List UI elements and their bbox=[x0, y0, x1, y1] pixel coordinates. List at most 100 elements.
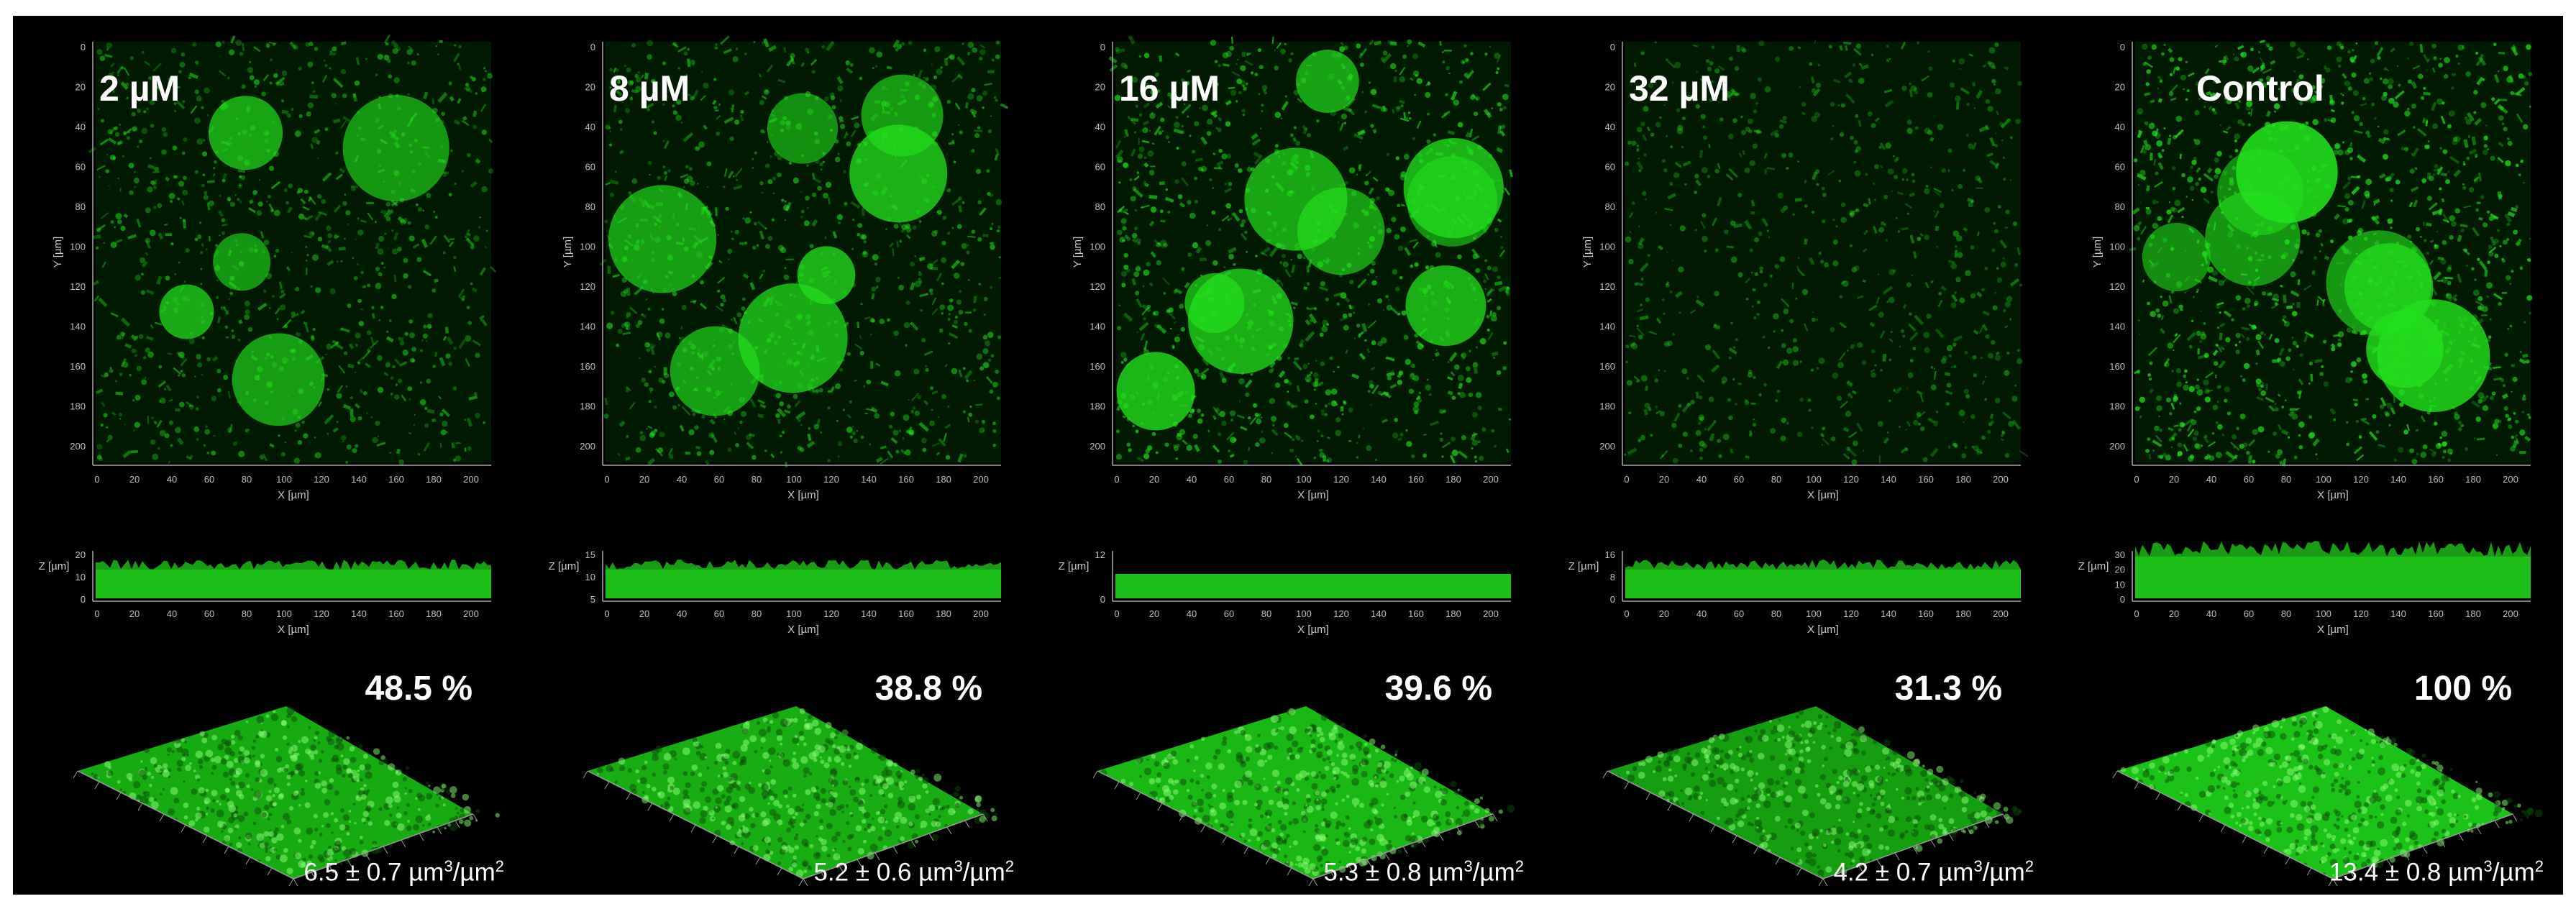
xz-tick-label: 160 bbox=[388, 608, 404, 619]
panel-graphics: 0020204040606080801001001201201401401601… bbox=[549, 35, 1009, 887]
xz-tick-label: 40 bbox=[677, 608, 687, 619]
y-axis-label: Y [µm] bbox=[1072, 237, 1084, 268]
xz-x-axis-label: X [µm] bbox=[787, 623, 819, 636]
xz-tick-label: 0 bbox=[1114, 608, 1119, 619]
xz-x-axis-label: X [µm] bbox=[2317, 623, 2349, 636]
x-axis-label: X [µm] bbox=[2317, 489, 2349, 501]
x-tick-label: 60 bbox=[204, 474, 214, 485]
x-tick-label: 160 bbox=[1408, 474, 1424, 485]
x-tick-label: 80 bbox=[1771, 474, 1781, 485]
y-tick-label: 40 bbox=[1095, 122, 1105, 132]
xz-tick-label: 0 bbox=[94, 608, 99, 619]
x-tick-label: 0 bbox=[1624, 474, 1629, 485]
xz-tick-label: 20 bbox=[1149, 608, 1159, 619]
y-tick-label: 100 bbox=[70, 242, 86, 252]
xz-tick-label: 120 bbox=[314, 608, 329, 619]
xz-tick-label: 40 bbox=[2206, 608, 2216, 619]
xz-tick-label: 140 bbox=[351, 608, 367, 619]
xz-tick-label: 20 bbox=[129, 608, 140, 619]
y-tick-label: 20 bbox=[76, 82, 86, 93]
biovolume-value: 4.2 ± 0.7 µm bbox=[1833, 858, 1974, 887]
x-tick-label: 200 bbox=[1483, 474, 1499, 485]
x-tick-label: 140 bbox=[351, 474, 367, 485]
volume-exponent: 3 bbox=[2483, 857, 2493, 875]
3d-biofilm-render bbox=[583, 706, 998, 887]
z-tick-label: 5 bbox=[590, 594, 595, 605]
y-tick-label: 100 bbox=[2109, 242, 2125, 252]
x-tick-label: 160 bbox=[1918, 474, 1934, 485]
y-tick-label: 20 bbox=[1605, 82, 1615, 93]
xz-tick-label: 120 bbox=[2353, 608, 2369, 619]
xz-x-axis-label: X [µm] bbox=[1297, 623, 1329, 636]
y-tick-label: 120 bbox=[2109, 281, 2125, 292]
z-tick-label: 20 bbox=[2115, 565, 2125, 575]
xz-tick-label: 60 bbox=[1224, 608, 1234, 619]
y-tick-label: 0 bbox=[1100, 42, 1105, 52]
z-tick-label: 12 bbox=[1095, 549, 1105, 560]
x-tick-label: 160 bbox=[898, 474, 914, 485]
xz-tick-label: 100 bbox=[2316, 608, 2331, 619]
y-tick-label: 0 bbox=[1610, 42, 1615, 52]
xz-tick-label: 200 bbox=[973, 608, 989, 619]
xz-tick-label: 40 bbox=[1696, 608, 1707, 619]
y-tick-label: 140 bbox=[2109, 321, 2125, 332]
x-tick-label: 140 bbox=[2390, 474, 2406, 485]
x-tick-label: 40 bbox=[2206, 474, 2216, 485]
biovolume-label: 5.2 ± 0.6 µm3/µm2 bbox=[813, 857, 1014, 887]
x-tick-label: 80 bbox=[242, 474, 252, 485]
xz-tick-label: 60 bbox=[714, 608, 724, 619]
area-exponent: 2 bbox=[2534, 857, 2544, 875]
x-tick-label: 100 bbox=[276, 474, 292, 485]
xz-tick-label: 200 bbox=[1993, 608, 2009, 619]
x-tick-label: 200 bbox=[463, 474, 479, 485]
biovolume-label: 6.5 ± 0.7 µm3/µm2 bbox=[303, 857, 504, 887]
panel-p2: 0 0 20 20 40 40 60 60 80 80 100 100 120 120 140 140 160 1… bbox=[523, 16, 1033, 895]
x-axis-label: X [µm] bbox=[1297, 489, 1329, 501]
y-tick-label: 20 bbox=[2115, 82, 2125, 93]
xy-axes: 0 0 20 20 40 40 60 60 80 80 100 100 120 120 140 140 160 1… bbox=[52, 42, 491, 501]
x-tick-label: 20 bbox=[129, 474, 140, 485]
y-tick-label: 40 bbox=[1605, 122, 1615, 132]
x-tick-label: 120 bbox=[2353, 474, 2369, 485]
z-tick-label: 0 bbox=[1100, 594, 1105, 605]
y-axis-label: Y [µm] bbox=[2091, 237, 2104, 268]
y-tick-label: 200 bbox=[2109, 441, 2125, 452]
xz-tick-label: 160 bbox=[1918, 608, 1934, 619]
volume-exponent: 3 bbox=[954, 857, 963, 875]
xz-tick-label: 120 bbox=[823, 608, 839, 619]
x-tick-label: 180 bbox=[1445, 474, 1461, 485]
biovolume-value: 13.4 ± 0.8 µm bbox=[2329, 858, 2484, 887]
x-axis-label: X [µm] bbox=[1807, 489, 1839, 501]
panel-p4: 0 0 20 20 40 40 60 60 80 80 100 100 120 120 140 140 160 1… bbox=[1543, 16, 2052, 895]
x-tick-label: 100 bbox=[2316, 474, 2331, 485]
y-tick-label: 200 bbox=[1090, 441, 1105, 452]
y-axis-label: Y [µm] bbox=[562, 237, 574, 268]
x-tick-label: 20 bbox=[1659, 474, 1669, 485]
z-axis-label: Z [µm] bbox=[2078, 560, 2109, 572]
x-tick-label: 200 bbox=[1993, 474, 2009, 485]
y-tick-label: 180 bbox=[580, 401, 595, 412]
xy-axes: 0 0 20 20 40 40 60 60 80 80 100 100 120 120 140 140 160 1… bbox=[1581, 42, 2021, 501]
z-tick-label: 20 bbox=[76, 549, 86, 560]
xy-fluorescence-image bbox=[1108, 35, 1514, 466]
xz-tick-label: 160 bbox=[2428, 608, 2444, 619]
x-tick-label: 120 bbox=[1843, 474, 1859, 485]
xz-tick-label: 40 bbox=[167, 608, 177, 619]
biomass-percent-label: 39.6 % bbox=[1384, 670, 1492, 708]
xz-tick-label: 160 bbox=[898, 608, 914, 619]
y-tick-label: 40 bbox=[585, 122, 595, 132]
panel-graphics: 0020204040606080801001001201201401401601… bbox=[1059, 35, 1515, 887]
y-tick-label: 40 bbox=[76, 122, 86, 132]
concentration-label: 2 µM bbox=[99, 68, 181, 109]
xz-tick-label: 180 bbox=[426, 608, 442, 619]
y-tick-label: 60 bbox=[2115, 162, 2125, 173]
xz-tick-label: 0 bbox=[2134, 608, 2139, 619]
xy-fluorescence-image bbox=[599, 35, 1009, 467]
x-tick-label: 60 bbox=[1224, 474, 1234, 485]
x-tick-label: 0 bbox=[604, 474, 609, 485]
biovolume-value: 6.5 ± 0.7 µm bbox=[303, 858, 444, 887]
area-unit: /µm bbox=[1472, 858, 1515, 887]
y-tick-label: 120 bbox=[580, 281, 595, 292]
